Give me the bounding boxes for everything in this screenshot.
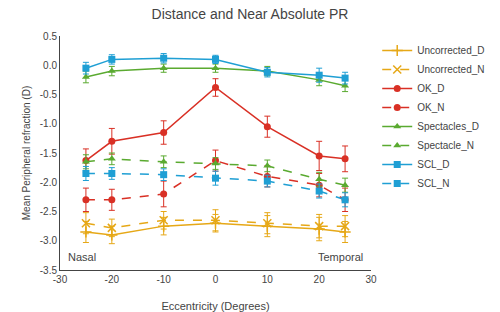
svg-text:Eccentricity (Degrees): Eccentricity (Degrees) <box>161 300 269 312</box>
svg-text:Mean Peripheral refraction (D): Mean Peripheral refraction (D) <box>21 86 32 221</box>
svg-text:-2.0: -2.0 <box>40 177 58 188</box>
svg-text:30: 30 <box>365 274 377 285</box>
svg-text:Uncorrected_D: Uncorrected_D <box>417 45 484 56</box>
svg-text:-2.5: -2.5 <box>40 206 58 217</box>
svg-text:-0.5: -0.5 <box>40 89 58 100</box>
svg-text:20: 20 <box>314 274 326 285</box>
svg-text:-3.0: -3.0 <box>40 235 58 246</box>
svg-text:Spectacles_D: Spectacles_D <box>417 121 479 132</box>
svg-text:OK_N: OK_N <box>417 102 444 113</box>
svg-text:-3.5: -3.5 <box>40 265 58 276</box>
svg-text:Distance and Near Absolute PR: Distance and Near Absolute PR <box>152 6 349 22</box>
svg-text:Uncorrected_N: Uncorrected_N <box>417 64 484 75</box>
svg-text:-1.5: -1.5 <box>40 148 58 159</box>
svg-text:Nasal: Nasal <box>68 251 96 263</box>
svg-text:OK_D: OK_D <box>417 83 444 94</box>
svg-text:-20: -20 <box>105 274 120 285</box>
svg-text:SCL_N: SCL_N <box>417 178 449 189</box>
svg-text:0.5: 0.5 <box>43 31 57 42</box>
svg-text:0.0: 0.0 <box>43 60 57 71</box>
svg-text:-1.0: -1.0 <box>40 118 58 129</box>
svg-text:Spectacle_N: Spectacle_N <box>417 140 474 151</box>
svg-text:10: 10 <box>262 274 274 285</box>
svg-text:0: 0 <box>213 274 219 285</box>
svg-text:Temporal: Temporal <box>318 251 363 263</box>
svg-text:-10: -10 <box>156 274 171 285</box>
svg-text:-30: -30 <box>53 274 68 285</box>
svg-text:SCL_D: SCL_D <box>417 159 449 170</box>
